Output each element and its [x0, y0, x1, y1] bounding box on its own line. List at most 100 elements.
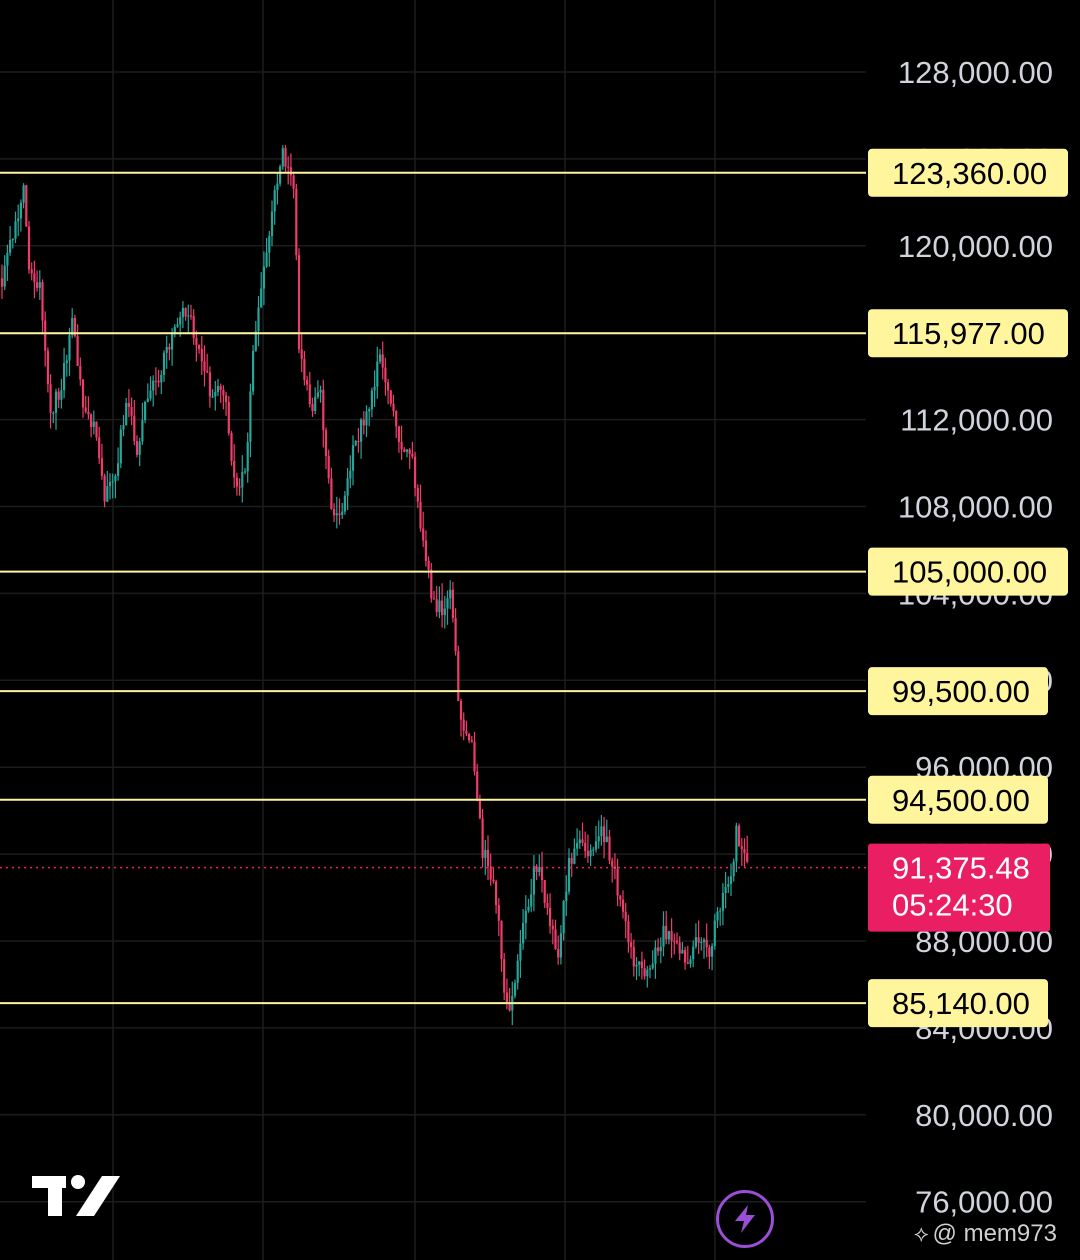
candle-down [503, 959, 506, 993]
candle-down [46, 350, 49, 385]
candle-up [538, 867, 541, 873]
candle-down [338, 513, 341, 515]
candle-down [79, 365, 82, 380]
candle-down [495, 881, 498, 906]
candle-up [214, 392, 217, 397]
candle-down [135, 440, 139, 455]
candle-down [103, 475, 106, 502]
candle-down [381, 354, 384, 368]
candle-up [162, 352, 166, 375]
candle-down [640, 961, 643, 969]
lightning-bolt-button[interactable] [716, 1190, 774, 1248]
candle-up [516, 960, 519, 983]
candle-down [235, 477, 238, 487]
candle-down [130, 406, 133, 416]
candle-up [729, 876, 733, 884]
candle-up [692, 946, 695, 960]
y-tick-label: 108,000.00 [898, 490, 1053, 525]
candle-down [697, 937, 700, 943]
candle-down [87, 411, 90, 415]
candle-up [265, 252, 268, 267]
candle-down [27, 226, 31, 270]
candle-down [678, 942, 681, 954]
candle-up [349, 470, 352, 479]
candle-up [181, 307, 184, 318]
candle-up [11, 238, 14, 241]
candle-down [675, 940, 679, 943]
price-level-badge [868, 667, 1048, 716]
candle-down [743, 849, 746, 854]
candle-up [316, 392, 319, 397]
candle-up [63, 363, 66, 391]
candle-up [378, 354, 382, 362]
candle-up [65, 360, 68, 364]
candle-down [505, 992, 508, 1003]
candle-up [719, 910, 722, 912]
candle-up [648, 968, 652, 970]
candle-down [206, 370, 209, 373]
candle-down [492, 879, 495, 882]
candle-down [238, 486, 241, 488]
candles-group [0, 144, 749, 1026]
candle-down [414, 456, 417, 489]
candle-down [198, 345, 201, 350]
candle-down [586, 851, 589, 857]
y-tick-label: 128,000.00 [898, 55, 1053, 90]
candle-down [81, 379, 85, 408]
candle-down [584, 842, 587, 852]
candle-up [141, 420, 144, 442]
y-tick-label: 120,000.00 [898, 229, 1053, 264]
candle-up [368, 409, 371, 412]
candle-down [30, 269, 33, 274]
candle-up [589, 849, 592, 857]
candle-down [287, 166, 290, 168]
candle-down [227, 402, 230, 434]
candle-down [397, 426, 400, 442]
candle-up [711, 945, 714, 957]
candle-up [281, 148, 284, 167]
current-price-label: 91,375.48 [892, 851, 1030, 886]
candle-down [616, 868, 619, 896]
candle-up [68, 335, 71, 361]
candle-down [300, 349, 303, 359]
candle-up [246, 442, 249, 472]
candle-up [438, 600, 441, 613]
candle-down [168, 347, 171, 350]
candle-up [446, 598, 449, 609]
candle-up [241, 472, 244, 488]
candle-up [319, 389, 322, 393]
candle-up [484, 849, 487, 858]
candle-down [84, 407, 87, 412]
candle-up [519, 943, 522, 961]
candle-up [694, 937, 697, 947]
candle-up [562, 901, 565, 934]
candle-up [9, 240, 12, 253]
candle-up [276, 183, 279, 191]
candle-up [335, 513, 338, 516]
candle-down [670, 931, 673, 941]
candle-down [441, 600, 444, 616]
candle-down [432, 598, 436, 600]
candle-up [268, 236, 271, 253]
candle-up [108, 482, 112, 487]
price-level-label: 105,000.00 [892, 555, 1047, 590]
candle-down [489, 866, 492, 880]
candle-up [702, 939, 706, 942]
candle-up [216, 386, 220, 393]
candle-down [657, 947, 660, 952]
candle-down [100, 458, 103, 476]
candle-up [592, 849, 595, 851]
candle-up [651, 963, 654, 969]
candle-down [408, 449, 411, 454]
candle-up [22, 185, 25, 203]
candle-up [600, 826, 603, 837]
candle-down [392, 403, 395, 411]
price-level-label: 99,500.00 [892, 674, 1030, 709]
candle-down [613, 866, 616, 869]
candle-down [311, 404, 314, 412]
candle-down [551, 925, 554, 930]
candle-down [630, 942, 633, 948]
candle-down [330, 478, 333, 509]
